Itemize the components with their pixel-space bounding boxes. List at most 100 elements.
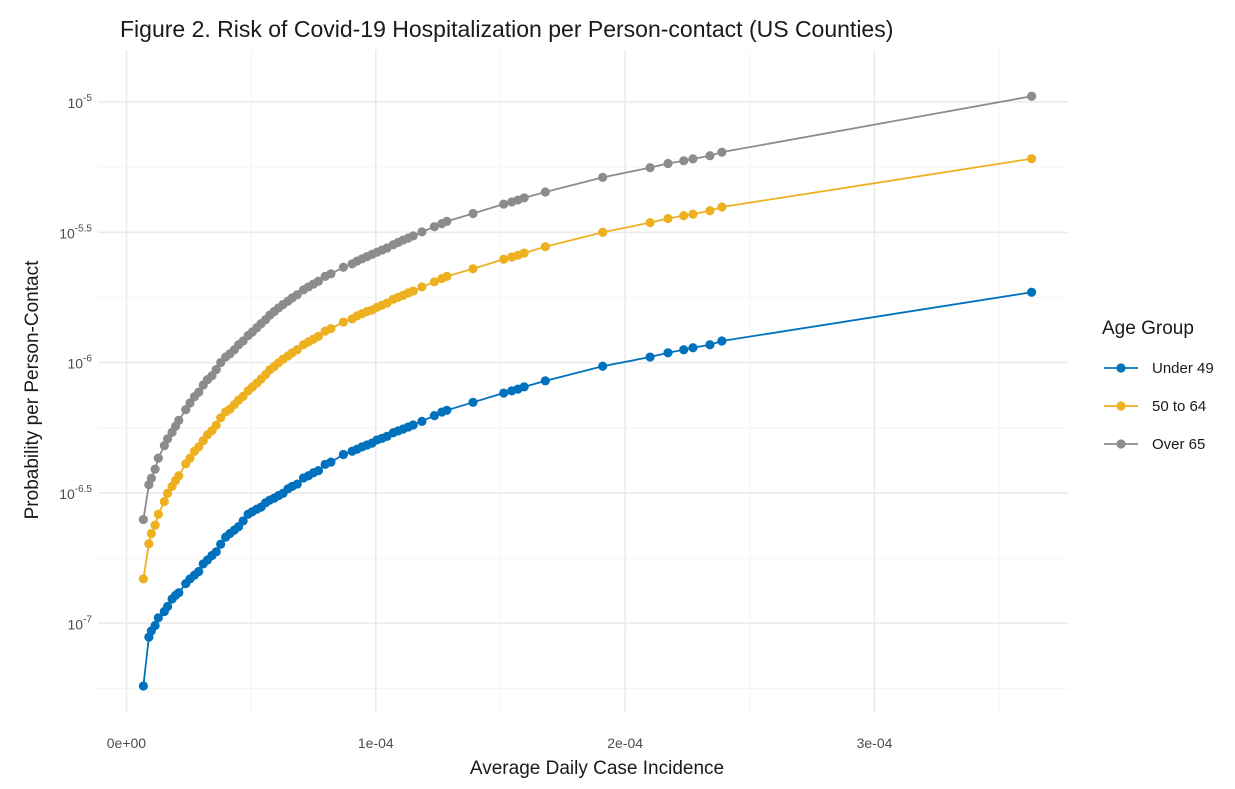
data-point-50-to-64 [408,286,418,296]
data-point-over-65 [705,151,715,161]
data-point-over-65 [540,187,550,197]
data-point-over-65 [408,231,418,241]
data-point-under-49 [468,397,478,407]
data-point-under-49 [717,336,727,346]
data-point-over-65 [519,193,529,203]
data-point-50-to-64 [159,496,169,507]
data-point-over-65 [417,227,427,237]
data-point-50-to-64 [150,520,160,530]
data-point-50-to-64 [292,345,302,355]
x-tick-label: 1e-04 [358,735,394,751]
data-point-50-to-64 [468,264,478,274]
data-point-under-49 [238,516,248,526]
x-tick-label: 3e-04 [857,735,893,751]
grid-lines [98,50,1068,712]
data-point-over-65 [429,222,439,232]
data-point-under-49 [1026,287,1037,297]
data-point-under-49 [679,345,689,355]
data-point-50-to-64 [429,277,439,287]
data-point-50-to-64 [313,331,324,341]
data-point-50-to-64 [326,323,336,334]
data-point-under-49 [326,457,336,467]
data-point-under-49 [150,620,160,631]
data-point-50-to-64 [174,471,184,481]
data-point-50-to-64 [645,218,655,228]
data-point-over-65 [146,473,156,483]
data-point-over-65 [717,147,727,157]
data-point-50-to-64 [598,227,608,237]
data-point-50-to-64 [1026,154,1037,164]
data-point-over-65 [326,269,336,279]
data-point-50-to-64 [442,271,452,281]
data-point-50-to-64 [679,211,689,221]
data-point-50-to-64 [162,488,173,498]
data-point-over-65 [292,290,302,300]
data-point-under-49 [313,466,324,476]
legend-marker-over-65 [1116,439,1126,449]
data-point-50-to-64 [338,317,348,327]
data-point-under-49 [292,479,302,489]
data-point-under-49 [153,613,163,623]
data-point-over-65 [442,216,452,226]
data-point-under-49 [705,340,715,350]
data-point-over-65 [338,262,348,272]
data-point-over-65 [688,154,698,164]
data-point-under-49 [194,566,204,577]
data-point-under-49 [162,601,173,612]
y-tick-labels: 10-7 10-6.5 10-6 10-5.5 10-5 [59,93,92,633]
y-tick-label: 10-5 [68,93,93,111]
legend-item-under-49: Under 49 [1104,360,1214,377]
data-point-50-to-64 [519,248,529,258]
data-point-under-49 [540,376,550,386]
data-point-50-to-64 [417,282,427,292]
data-point-over-65 [138,514,148,525]
legend-label-50-to-64: 50 to 64 [1152,398,1206,415]
data-point-under-49 [645,352,655,362]
data-point-under-49 [598,361,608,371]
data-point-50-to-64 [499,254,509,264]
data-point-under-49 [216,539,226,549]
data-point-over-65 [313,276,324,286]
data-point-50-to-64 [705,206,715,216]
series-line-under-49 [142,291,1032,687]
data-point-50-to-64 [717,202,727,212]
data-point-under-49 [442,405,452,415]
data-point-50-to-64 [540,242,550,252]
data-point-under-49 [338,449,348,460]
data-point-over-65 [211,364,221,375]
x-tick-label: 2e-04 [607,735,643,751]
data-point-over-65 [598,172,608,182]
data-point-over-65 [159,441,169,451]
legend-label-under-49: Under 49 [1152,360,1214,377]
x-axis-title: Average Daily Case Incidence [470,758,724,779]
data-point-over-65 [174,415,184,426]
data-point-under-49 [519,382,529,392]
legend-item-over-65: Over 65 [1104,436,1205,453]
data-point-50-to-64 [153,509,163,519]
legend-item-50-to-64: 50 to 64 [1104,398,1206,415]
data-point-50-to-64 [146,528,156,539]
x-tick-labels: 0e+00 1e-04 2e-04 3e-04 [107,735,893,751]
data-point-over-65 [162,434,173,444]
data-point-50-to-64 [688,209,698,219]
x-tick-label: 0e+00 [107,735,147,751]
data-point-under-49 [417,416,427,426]
legend-marker-under-49 [1116,363,1126,373]
data-point-under-49 [663,348,673,358]
y-tick-label: 10-6.5 [59,484,92,502]
data-point-over-65 [153,453,163,463]
y-tick-label: 10-7 [68,614,93,632]
legend-title: Age Group [1102,318,1194,339]
data-point-over-65 [1026,91,1037,101]
data-point-under-49 [429,411,439,421]
data-point-under-49 [408,420,418,430]
data-point-50-to-64 [138,574,148,584]
data-point-over-65 [181,405,191,415]
data-point-over-65 [679,156,689,166]
data-point-over-65 [468,208,478,219]
legend-marker-50-to-64 [1116,401,1126,411]
data-point-50-to-64 [185,453,195,463]
data-point-under-49 [174,588,184,598]
